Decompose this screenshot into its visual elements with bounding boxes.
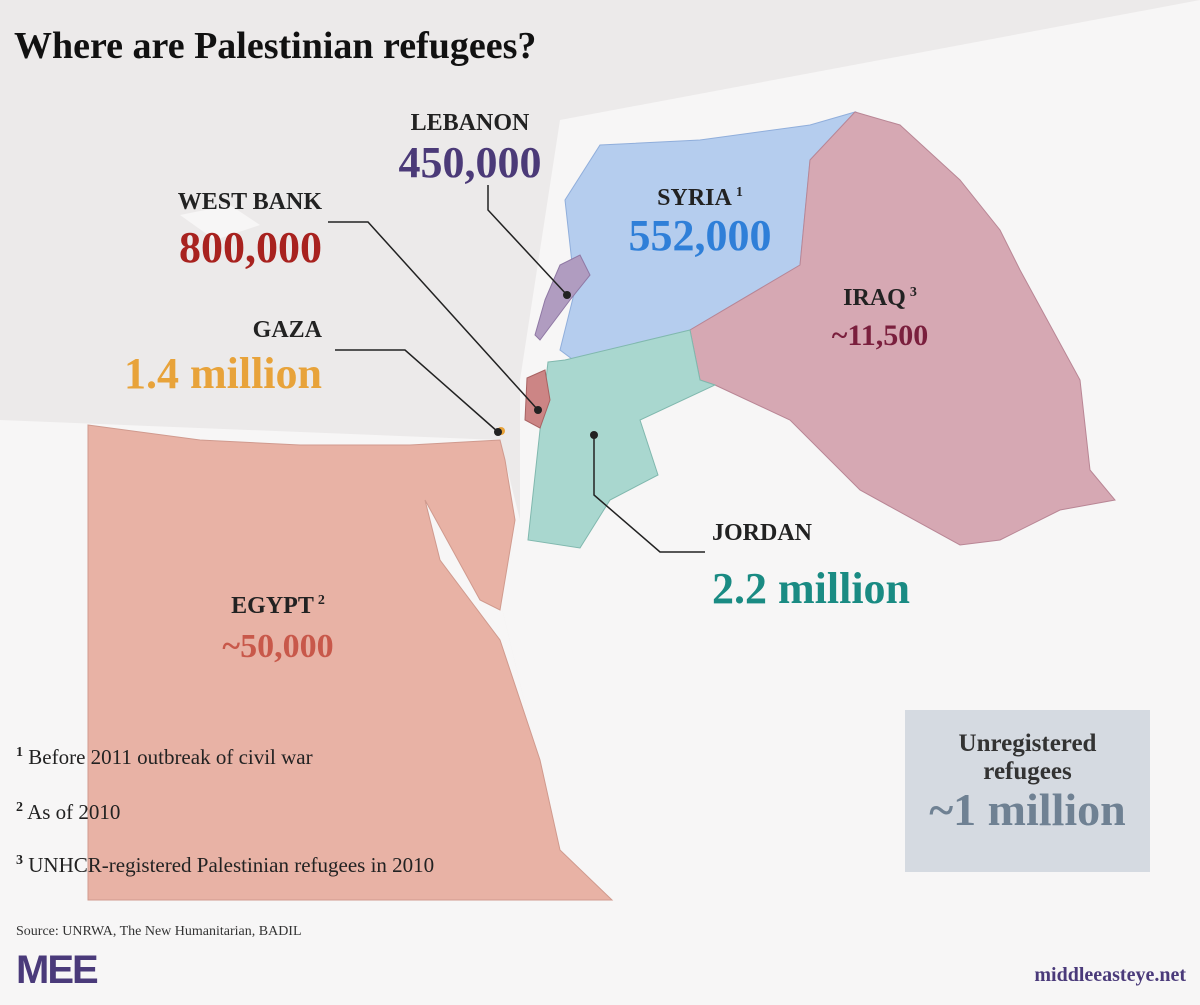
footnote-text: Before 2011 outbreak of civil war [28, 745, 313, 769]
region-name-text: IRAQ [843, 285, 906, 311]
region-figure: ~11,500 [832, 319, 928, 352]
site-url: middleeasteye.net [1034, 964, 1186, 986]
footnote-mark: 3 [16, 853, 23, 868]
unregistered-label: Unregistered refugees [958, 730, 1097, 785]
logo: MEE [16, 948, 99, 992]
callout-line [335, 349, 499, 433]
unregistered-box: Unregistered refugees ~1 million [905, 710, 1150, 872]
footnote-mark: 2 [16, 800, 23, 815]
region-name: IRAQ 3 [843, 285, 917, 311]
note-mark: 1 [736, 185, 743, 200]
region-name: WEST BANK [178, 189, 323, 215]
callout-dot [494, 428, 502, 436]
lebanon [534, 254, 591, 341]
region-name-text: EGYPT [231, 593, 314, 619]
callout-line [593, 435, 705, 553]
region-figure: ~50,000 [222, 628, 333, 665]
footnote: 1 Before 2011 outbreak of civil war [16, 745, 313, 770]
footnote-text: UNHCR-registered Palestinian refugees in… [28, 853, 435, 877]
footnote-text: As of 2010 [27, 800, 121, 824]
region-name-text: SYRIA [657, 185, 732, 211]
title: Where are Palestinian refugees? [14, 25, 536, 67]
source: Source: UNRWA, The New Humanitarian, BAD… [16, 924, 302, 939]
west-bank [524, 369, 551, 429]
cyprus [180, 205, 260, 240]
egypt [87, 424, 614, 901]
region-figure: 800,000 [179, 223, 322, 272]
callout-dot [563, 291, 571, 299]
note-mark: 3 [910, 285, 917, 300]
region-name: EGYPT 2 [231, 593, 325, 619]
jordan [527, 329, 717, 549]
callout-dot [534, 406, 542, 414]
region-figure: 2.2 million [712, 564, 910, 613]
region-name: LEBANON [411, 110, 530, 136]
unregistered-figure: ~1 million [929, 784, 1126, 835]
note-mark: 2 [318, 593, 325, 608]
region-name: JORDAN [712, 520, 813, 546]
footnote: 2 As of 2010 [16, 800, 120, 825]
region-figure: 450,000 [399, 138, 542, 187]
callout-line [487, 185, 568, 296]
footnote: 3 UNHCR-registered Palestinian refugees … [16, 853, 434, 878]
region-figure: 552,000 [629, 211, 772, 260]
region-figure: 1.4 million [124, 349, 322, 398]
callout-line [328, 221, 539, 411]
region-name: GAZA [253, 317, 323, 343]
callout-dot [590, 431, 598, 439]
region-name: SYRIA 1 [657, 185, 743, 211]
footnote-mark: 1 [16, 745, 23, 760]
